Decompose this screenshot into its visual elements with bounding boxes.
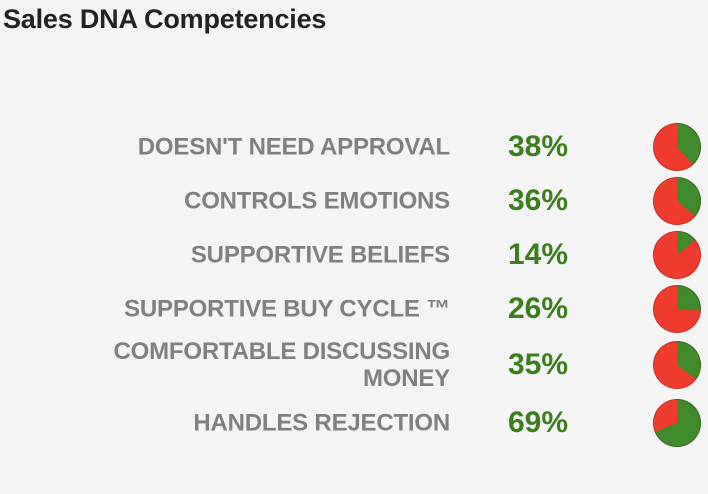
- pie-outline: [653, 341, 701, 389]
- pie-value-slice: [654, 399, 702, 447]
- competency-percent: 36%: [508, 184, 569, 217]
- competency-pie: [653, 231, 701, 279]
- pie-outline: [653, 177, 701, 225]
- pie-value-slice: [677, 123, 702, 165]
- pie-value-slice: [677, 231, 696, 255]
- competency-pie: [653, 399, 702, 447]
- competency-percent: 38%: [508, 130, 569, 163]
- pie-value-slice: [677, 341, 702, 380]
- competency-label: DOESN'T NEED APPROVAL: [137, 133, 450, 161]
- competency-label: SUPPORTIVE BUY CYCLE ™: [124, 295, 450, 323]
- pie-value-slice: [677, 285, 701, 311]
- competency-label: HANDLES REJECTION: [193, 409, 450, 437]
- competency-label: CONTROLS EMOTIONS: [184, 187, 450, 215]
- competency-pie: [653, 123, 702, 171]
- competency-percent: 69%: [508, 406, 569, 439]
- pie-outline: [653, 285, 701, 333]
- competency-pie: [653, 341, 702, 389]
- pie-outline: [653, 399, 701, 447]
- pie-value-slice: [677, 177, 701, 217]
- competency-percent: 14%: [508, 238, 569, 271]
- competency-label: SUPPORTIVE BELIEFS: [190, 241, 450, 269]
- competency-percent: 26%: [508, 292, 569, 325]
- competency-pie: [653, 285, 701, 333]
- pie-outline: [653, 123, 701, 171]
- page-title: Sales DNA Competencies: [3, 4, 327, 34]
- pie-outline: [653, 231, 701, 279]
- competency-pie: [653, 177, 701, 225]
- competency-percent: 35%: [508, 348, 569, 381]
- competency-label: COMFORTABLE DISCUSSING MONEY: [113, 338, 451, 392]
